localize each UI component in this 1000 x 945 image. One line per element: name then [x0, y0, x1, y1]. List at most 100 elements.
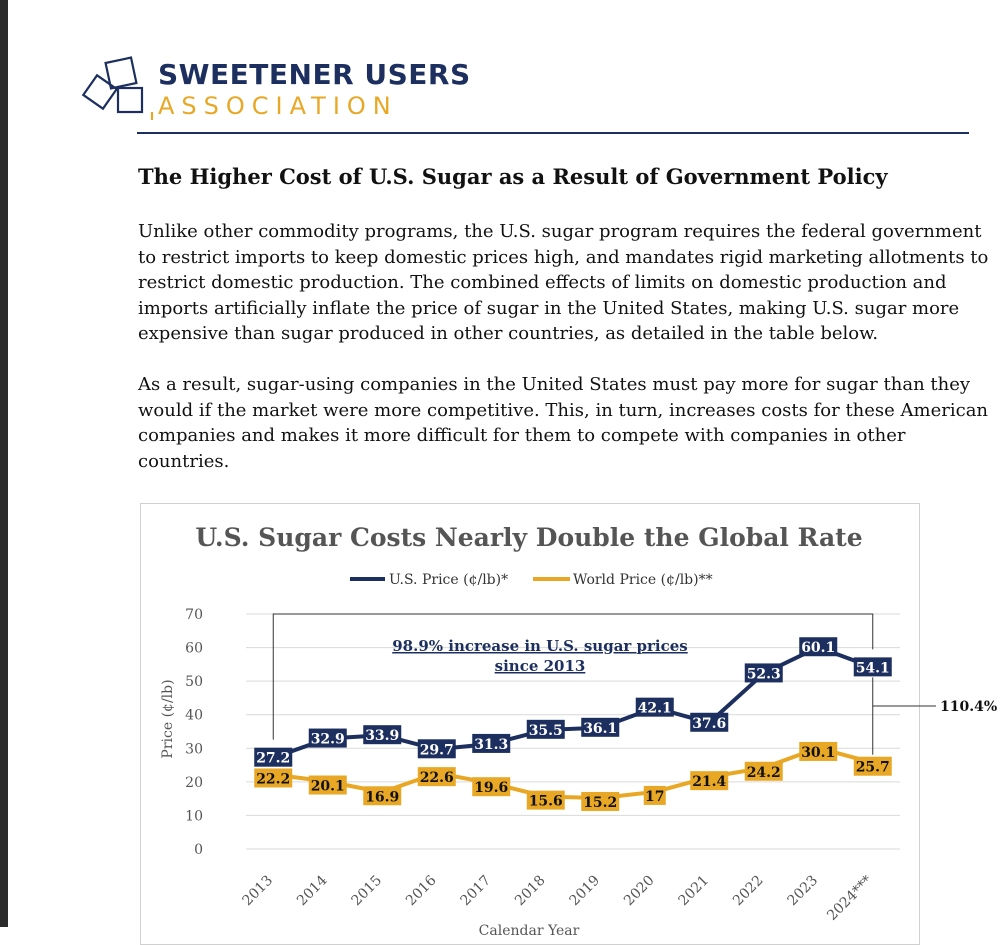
- world-data-label: 25.7: [853, 756, 892, 776]
- gridlines: [246, 613, 900, 850]
- world-data-label: 16.9: [363, 786, 402, 806]
- us-data-label: 35.5: [526, 719, 565, 739]
- us-data-label: 33.9: [363, 725, 402, 745]
- data-label-box: [744, 663, 783, 683]
- data-label-box: [690, 771, 729, 791]
- us-data-label: 32.9: [308, 728, 347, 748]
- data-label-text: 15.2: [583, 795, 617, 811]
- chart-svg: U.S. Sugar Costs Nearly Double the Globa…: [160, 523, 997, 939]
- x-tick-label: 2024***: [824, 873, 875, 924]
- world-data-label: 21.4: [690, 771, 729, 791]
- data-label-text: 27.2: [256, 751, 290, 767]
- increase-bracket: [272, 613, 936, 755]
- page-title: The Higher Cost of U.S. Sugar as a Resul…: [138, 164, 888, 189]
- y-tick-label: 40: [185, 708, 203, 724]
- increase-annotation-line2: since 2013: [495, 657, 586, 675]
- y-tick-label: 0: [194, 842, 203, 858]
- data-label-box: [526, 790, 565, 810]
- data-label-text: 16.9: [365, 789, 399, 805]
- x-tick-label: 2018: [512, 873, 549, 910]
- x-tick-label: 2021: [676, 873, 713, 910]
- legend-world-label: World Price (¢/lb)**: [573, 572, 713, 588]
- paragraph-1: Unlike other commodity programs, the U.S…: [138, 221, 989, 344]
- data-label-box: [799, 741, 838, 761]
- x-tick-label: 2014: [294, 872, 331, 909]
- x-tick-label: 2022: [730, 873, 767, 910]
- data-label-text: 22.6: [420, 770, 454, 786]
- data-label-box: [308, 728, 347, 748]
- us-data-label: 27.2: [254, 747, 293, 767]
- bracket-line: [272, 613, 874, 740]
- x-tick-label: 2016: [403, 872, 440, 909]
- y-axis-label: Price (¢/lb): [160, 679, 176, 758]
- x-tick-label: 2015: [349, 873, 386, 910]
- y-tick-label: 50: [185, 674, 203, 690]
- world-data-label: 15.6: [526, 790, 565, 810]
- paragraph-2: As a result, sugar-using companies in th…: [138, 374, 989, 472]
- y-tick-label: 60: [185, 641, 203, 657]
- world-data-label: 17: [643, 785, 666, 805]
- gap-annotation: 110.4%: [940, 699, 997, 715]
- data-label-text: 54.1: [856, 660, 890, 676]
- us-data-label: 37.6: [690, 712, 729, 732]
- data-label-box: [363, 786, 402, 806]
- data-label-box: [308, 775, 347, 795]
- data-label-text: 19.6: [474, 780, 508, 796]
- data-label-text: 21.4: [692, 774, 726, 790]
- y-tick-label: 10: [185, 808, 203, 824]
- data-label-text: 42.1: [638, 701, 672, 717]
- association-logo: SWEETENER USERS ASSOCIATION: [80, 52, 470, 124]
- data-label-box: [417, 767, 456, 787]
- x-tick-label: 2019: [567, 873, 604, 910]
- price-chart: U.S. Sugar Costs Nearly Double the Globa…: [140, 503, 997, 945]
- us-data-label: 54.1: [853, 657, 892, 677]
- increase-annotation-line1: 98.9% increase in U.S. sugar prices: [392, 637, 688, 655]
- series-lines: 27.2 32.9 33.9 29.7 31.3 35.5 36.1 42.1 37.6 52.3…: [254, 637, 892, 811]
- data-label-box: [254, 747, 293, 767]
- data-label-box: [635, 697, 674, 717]
- legend-us-label: U.S. Price (¢/lb)*: [389, 572, 508, 588]
- x-tick-label: 2020: [621, 873, 658, 910]
- data-label-text: 29.7: [420, 742, 454, 758]
- data-label-text: 25.7: [856, 760, 890, 776]
- us-data-label: 36.1: [581, 717, 620, 737]
- logo-text-line1: SWEETENER USERS: [158, 58, 471, 91]
- us-data-label: 42.1: [635, 697, 674, 717]
- data-label-text: 60.1: [801, 640, 835, 656]
- data-label-box: [853, 756, 892, 776]
- x-axis-label: Calendar Year: [479, 923, 580, 939]
- data-label-text: 31.3: [474, 737, 508, 753]
- y-tick-label: 20: [185, 775, 203, 791]
- chart-title: U.S. Sugar Costs Nearly Double the Globa…: [195, 523, 862, 552]
- us-data-label: 31.3: [472, 733, 511, 753]
- y-tick-label: 70: [185, 607, 203, 623]
- data-label-text: 37.6: [692, 716, 726, 732]
- data-label-box: [254, 768, 293, 788]
- world-data-label: 19.6: [472, 777, 511, 797]
- data-label-text: 24.2: [747, 765, 781, 781]
- data-label-box: [472, 777, 511, 797]
- data-label-text: 52.3: [747, 666, 781, 682]
- page-edge: [0, 0, 8, 927]
- data-label-box: [690, 712, 729, 732]
- data-label-text: 33.9: [365, 728, 399, 744]
- world-data-label: 22.2: [254, 768, 293, 788]
- data-label-box: [526, 719, 565, 739]
- data-label-box: [744, 761, 783, 781]
- y-tick-labels: 0 10 20 30 40 50 60 70: [185, 607, 203, 858]
- x-tick-label: 2023: [785, 873, 822, 910]
- x-tick-labels: 2013 2014 2015 2016 2017 2018 2019 2020 2021 2022…: [240, 872, 876, 923]
- y-tick-label: 30: [185, 741, 203, 757]
- us-data-label: 52.3: [744, 663, 783, 683]
- data-label-text: 35.5: [529, 723, 563, 739]
- data-label-box: [799, 637, 838, 657]
- world-data-label: 15.2: [581, 791, 620, 811]
- data-label-box: [363, 725, 402, 745]
- world-data-label: 20.1: [308, 775, 347, 795]
- x-tick-label: 2017: [458, 873, 495, 910]
- data-label-text: 30.1: [801, 745, 835, 761]
- world-data-label: 30.1: [799, 741, 838, 761]
- data-label-text: 15.6: [529, 794, 563, 810]
- us-data-label: 29.7: [417, 739, 456, 759]
- world-data-label: 24.2: [744, 761, 783, 781]
